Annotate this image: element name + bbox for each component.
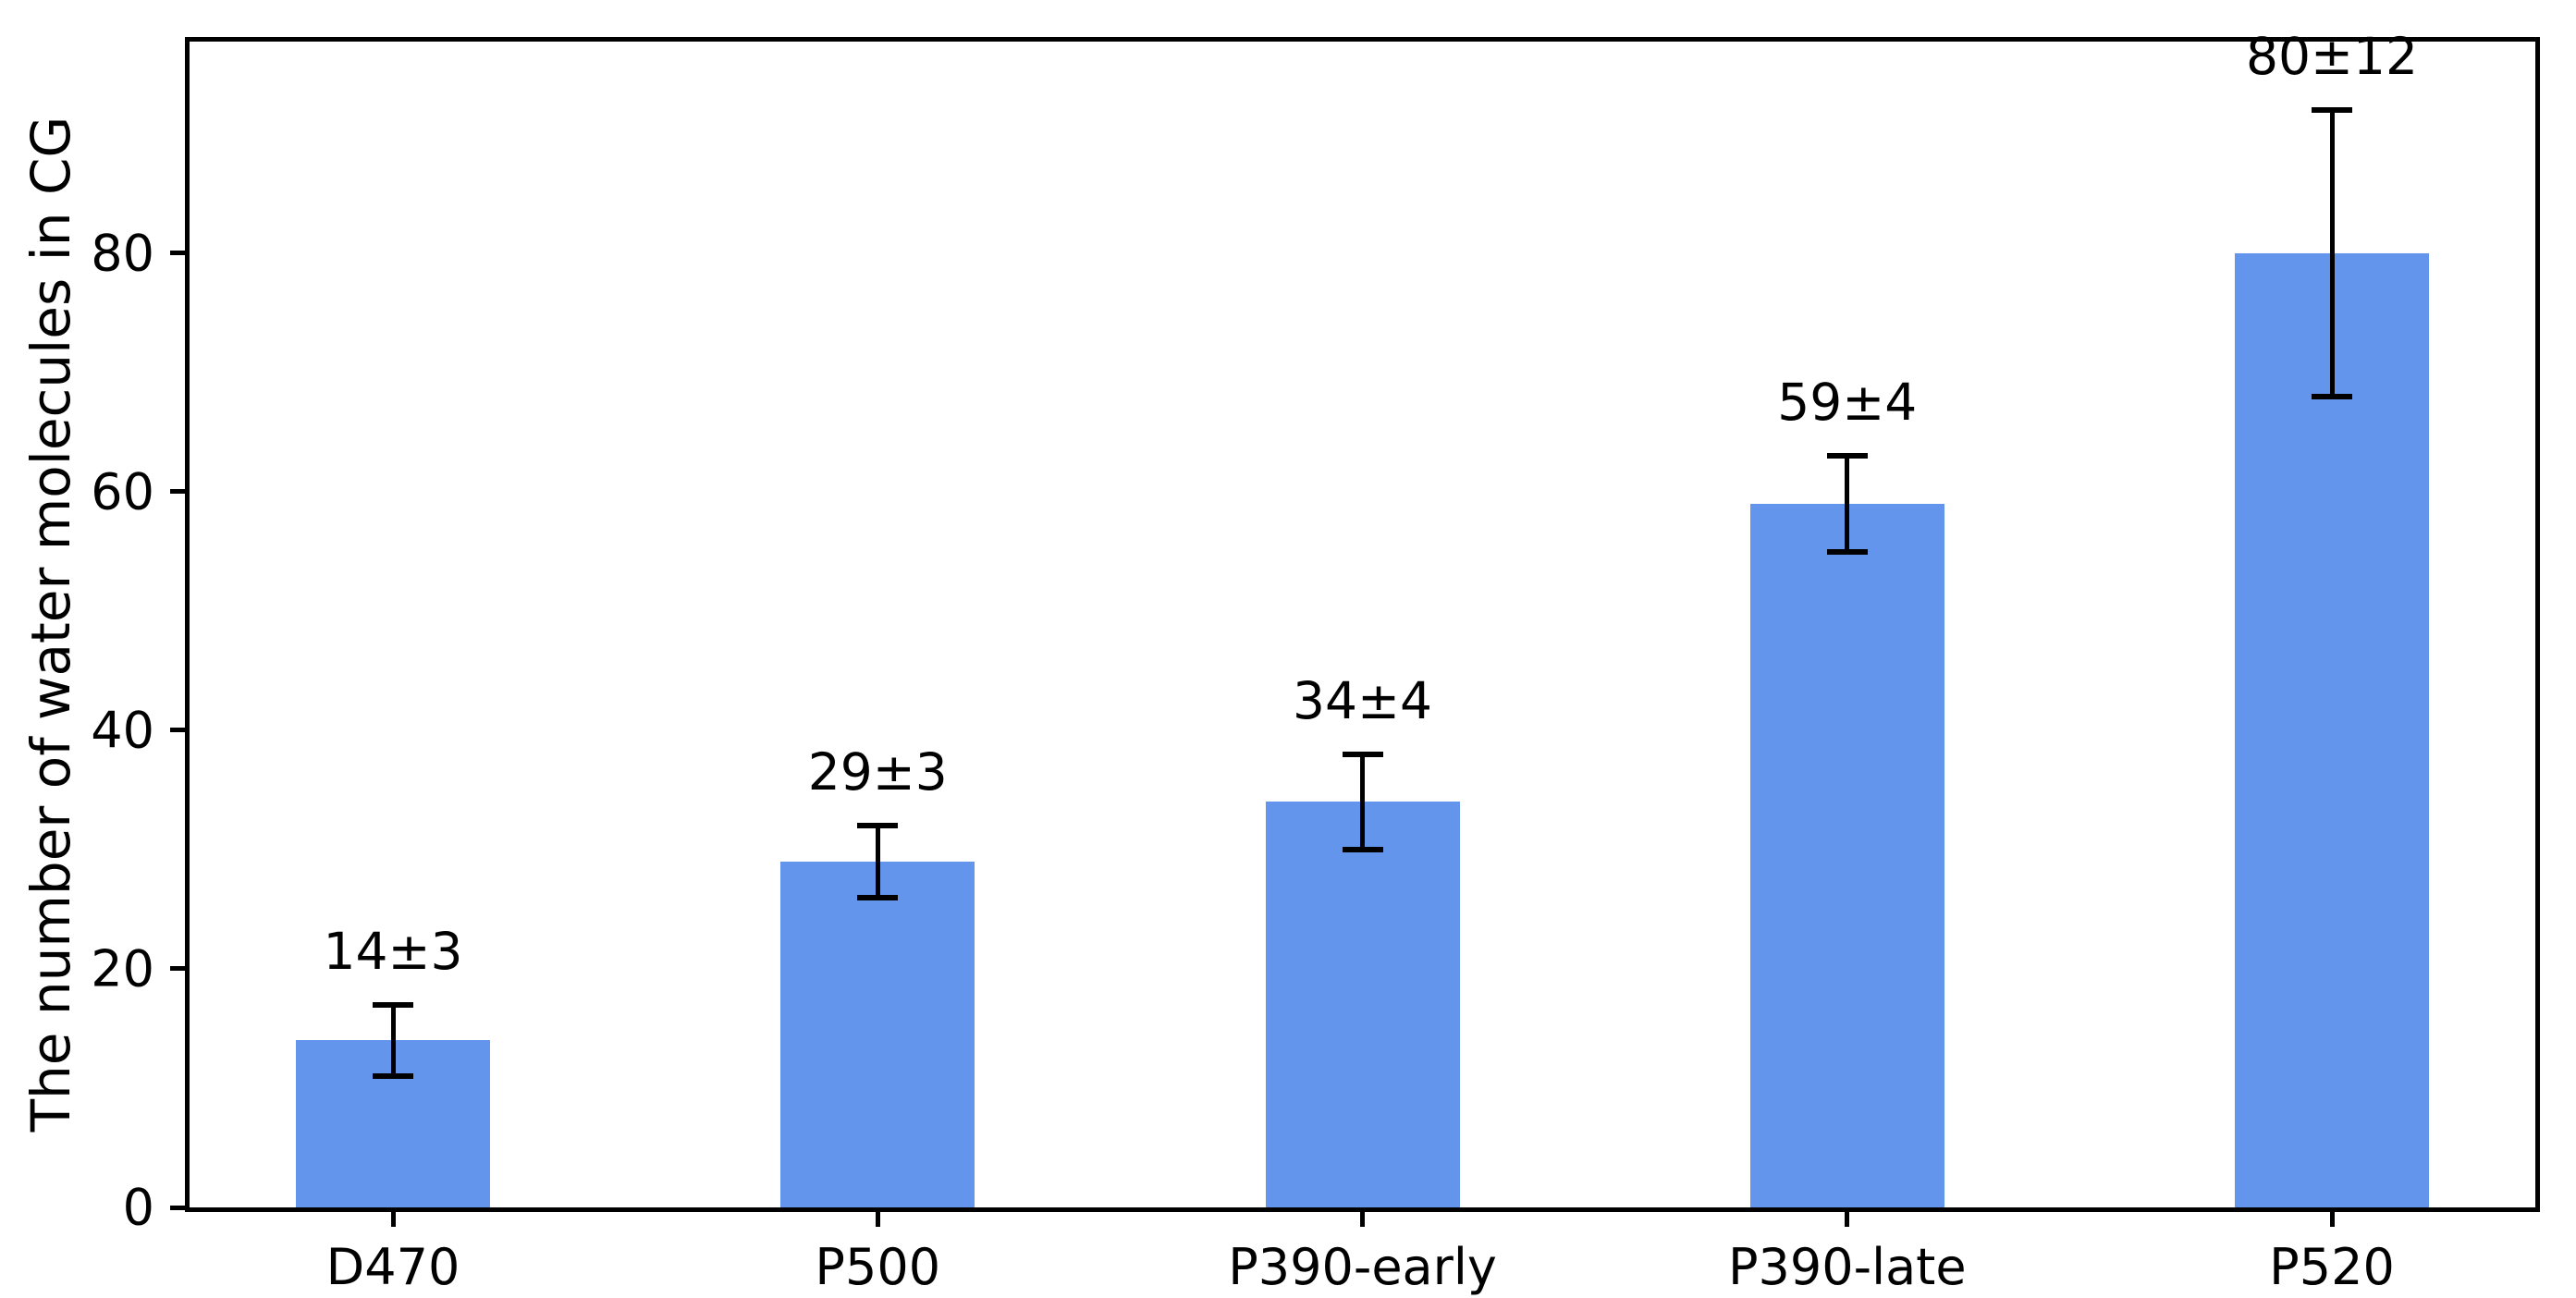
bar-value-label: 14±3 xyxy=(323,921,463,981)
x-tick-label: P390-early xyxy=(1228,1238,1497,1296)
error-cap-top xyxy=(857,823,899,829)
bar-value-label: 80±12 xyxy=(2245,27,2419,87)
error-bar xyxy=(1845,456,1850,552)
y-tick-label: 60 xyxy=(91,462,154,521)
error-cap-bottom xyxy=(373,1073,413,1080)
bar-value-label: 59±4 xyxy=(1777,373,1918,433)
error-cap-top xyxy=(1342,751,1383,757)
x-tick xyxy=(2329,1212,2335,1227)
error-bar xyxy=(390,1004,396,1077)
y-tick-label: 0 xyxy=(122,1178,154,1237)
error-bar xyxy=(875,826,880,898)
y-axis-label: The number of water molecules in CG xyxy=(19,116,82,1133)
error-cap-bottom xyxy=(857,894,899,900)
error-cap-top xyxy=(2312,107,2352,114)
error-cap-bottom xyxy=(1826,548,1868,555)
y-tick-label: 40 xyxy=(91,701,154,760)
x-tick xyxy=(1360,1212,1365,1227)
x-tick-label: P390-late xyxy=(1727,1238,1967,1296)
plot-area: 14±3 D470 29±3 P500 34±4 P390-early 59±4 P390-l… xyxy=(91,27,2540,1296)
bar-value-label: 34±4 xyxy=(1292,670,1433,730)
y-tick-label: 80 xyxy=(91,224,154,283)
error-bar xyxy=(2329,110,2335,397)
x-tick xyxy=(390,1212,396,1227)
x-tick xyxy=(1845,1212,1850,1227)
y-tick xyxy=(170,966,185,972)
y-tick xyxy=(170,489,185,495)
error-cap-top xyxy=(373,1001,413,1008)
bar xyxy=(1265,802,1460,1207)
x-tick-label: D470 xyxy=(325,1238,460,1296)
error-cap-top xyxy=(1826,453,1868,459)
x-tick-label: P500 xyxy=(815,1238,941,1296)
y-tick-label: 20 xyxy=(91,939,154,998)
x-tick-label: P520 xyxy=(2269,1238,2395,1296)
bar-value-label: 29±3 xyxy=(807,742,948,802)
bar xyxy=(2235,252,2429,1207)
y-tick xyxy=(170,1205,185,1210)
error-bar xyxy=(1360,753,1365,850)
error-cap-bottom xyxy=(1342,847,1383,852)
y-tick xyxy=(170,728,185,733)
y-tick xyxy=(170,251,185,256)
error-cap-bottom xyxy=(2312,393,2352,399)
bar xyxy=(1749,503,1944,1207)
bar xyxy=(780,861,975,1207)
x-tick xyxy=(875,1212,880,1227)
